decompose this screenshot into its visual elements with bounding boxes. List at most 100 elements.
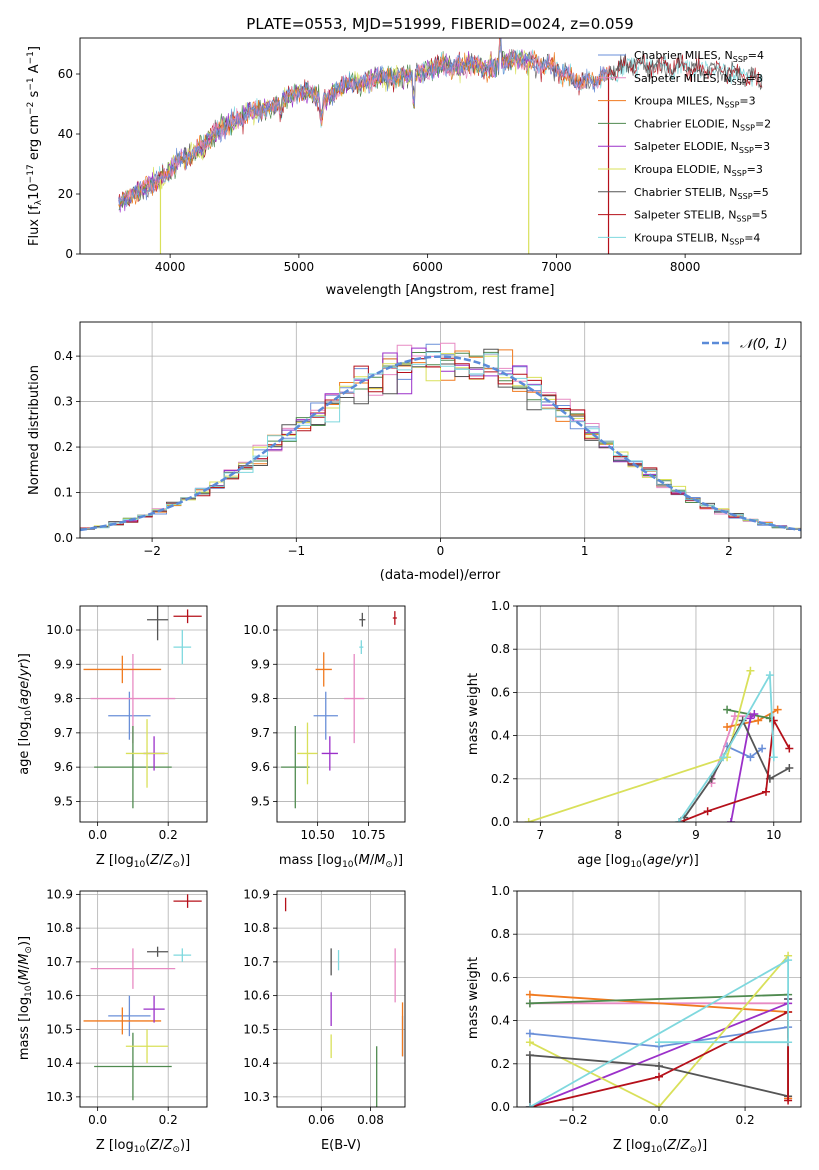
mass-weight-line <box>678 671 775 822</box>
x-tick-label: 8 <box>614 828 622 842</box>
legend-label: Salpeter MILES, NSSP=3 <box>634 72 763 87</box>
x-tick-label: 7 <box>537 828 545 842</box>
y-tick-label: 0.4 <box>54 349 73 363</box>
y-tick-label: 9.6 <box>54 760 73 774</box>
y-tick-label: 0.4 <box>491 729 510 743</box>
spectrum-panel: 4000 5000 6000 7000 8000 0 20 40 60 wavelength [… <box>26 37 802 298</box>
x-tick-label: −1 <box>287 544 305 558</box>
y-tick-label: 10.7 <box>46 955 73 969</box>
y-tick-label: 0.0 <box>491 815 510 829</box>
mass-weight-vs-Z-ylabel: mass weight <box>466 957 481 1039</box>
y-tick-label: 0 <box>65 247 73 261</box>
x-tick-label: −0.2 <box>558 1113 587 1127</box>
x-tick-label: 10.75 <box>351 828 385 842</box>
legend-label: Chabrier MILES, NSSP=4 <box>634 49 764 64</box>
y-tick-label: 0.6 <box>491 685 510 699</box>
mass-weight-vs-Z-panel: −0.2 0.0 0.2 0.0 0.2 0.4 0.6 0.8 1.0 Z [log10(Z/… <box>466 884 802 1155</box>
normal-curve <box>80 355 801 532</box>
spectrum-xlabel: wavelength [Angstrom, rest frame] <box>326 283 555 298</box>
x-tick-label: 10.50 <box>300 828 334 842</box>
x-tick-label: 6000 <box>412 260 443 274</box>
x-tick-label: 5000 <box>284 260 315 274</box>
mass-weight-marker <box>655 1103 663 1107</box>
y-tick-label: 60 <box>58 67 73 81</box>
y-tick-label: 0.6 <box>491 970 510 984</box>
y-tick-label: 9.8 <box>54 692 73 706</box>
mass-weight-marker <box>726 818 735 822</box>
mass-weight-marker <box>655 1038 663 1047</box>
y-tick-label: 1.0 <box>491 599 510 613</box>
x-tick-label: 0 <box>437 544 445 558</box>
mass-weight-line <box>529 993 789 1005</box>
x-tick-label: 0.2 <box>159 1113 178 1127</box>
mass-weight-marker <box>525 990 534 999</box>
age-vs-Z-xlabel: Z [log10(Z/Z⊙)] <box>96 853 190 870</box>
axes-frame <box>516 605 802 823</box>
mass-weight-vs-age-panel: 7 8 9 10 0.0 0.2 0.4 0.6 0.8 1.0 age [log10(age/y… <box>466 599 802 870</box>
x-tick-label: 0.0 <box>88 828 107 842</box>
age-vs-mass-panel: 10.50 10.75 9.5 9.6 9.7 9.8 9.9 10.0 mass [log1… <box>243 605 406 870</box>
mass-weight-marker <box>761 787 770 796</box>
mass-weight-line <box>529 958 789 1107</box>
residuals-panel: −2 −1 0 1 2 0.0 0.1 0.2 0.3 0.4 (data-model)/erro… <box>27 321 802 583</box>
y-tick-label: 10.4 <box>243 1056 270 1070</box>
x-tick-label: 10 <box>766 828 781 842</box>
legend-label: Salpeter STELIB, NSSP=5 <box>634 209 768 224</box>
legend-label: Salpeter ELODIE, NSSP=3 <box>634 140 770 155</box>
mass-vs-ebv-panel: 0.06 0.08 10.3 10.4 10.5 10.6 10.7 10.8 10.9 E(B… <box>243 887 406 1153</box>
y-tick-label: 0.2 <box>54 440 73 454</box>
mass-weight-marker <box>785 744 794 753</box>
y-tick-label: 40 <box>58 127 73 141</box>
figure-title: PLATE=0553, MJD=51999, FIBERID=0024, z=0… <box>246 15 633 33</box>
spectrum-line <box>118 38 608 207</box>
legend-label: Chabrier ELODIE, NSSP=2 <box>634 117 771 132</box>
y-tick-label: 0.2 <box>491 772 510 786</box>
spectrum-line <box>118 38 608 202</box>
y-tick-label: 10.6 <box>243 989 270 1003</box>
y-tick-label: 1.0 <box>491 884 510 898</box>
y-tick-label: 20 <box>58 187 73 201</box>
mass-weight-marker <box>723 722 732 731</box>
y-tick-label: 10.3 <box>46 1090 73 1104</box>
mass-weight-marker <box>703 807 712 816</box>
legend-label: Kroupa STELIB, NSSP=4 <box>634 231 760 246</box>
y-tick-label: 10.8 <box>243 921 270 935</box>
x-tick-label: 7000 <box>541 260 572 274</box>
mass-weight-marker <box>746 753 755 762</box>
mass-vs-ebv-xlabel: E(B-V) <box>321 1138 361 1153</box>
mass-weight-marker <box>524 818 533 822</box>
x-tick-label: 8000 <box>670 260 701 274</box>
y-tick-label: 10.7 <box>243 955 270 969</box>
residuals-ylabel: Normed distribution <box>27 365 42 495</box>
mass-weight-line <box>528 670 752 822</box>
spectrum-ylabel: Flux [fλ10−17 erg cm−2 s−1 A−1] <box>26 46 44 246</box>
axes-frame <box>79 890 208 1108</box>
y-tick-label: 10.6 <box>46 989 73 1003</box>
normal-legend-label: 𝒩(0, 1) <box>740 337 787 352</box>
residuals-xlabel: (data-model)/error <box>380 568 501 583</box>
y-tick-label: 9.7 <box>54 726 73 740</box>
axes-frame <box>79 37 802 255</box>
y-tick-label: 10.0 <box>243 623 270 637</box>
residuals-legend: 𝒩(0, 1) <box>702 337 787 352</box>
axes-frame <box>79 605 208 823</box>
mass-vs-Z-ylabel: mass [log10(M/M⊙)] <box>17 936 34 1060</box>
x-tick-label: 1 <box>581 544 589 558</box>
mass-weight-marker <box>784 1038 793 1047</box>
x-tick-label: 0.06 <box>308 1113 335 1127</box>
plot-area <box>83 606 202 809</box>
mass-weight-marker <box>773 705 782 714</box>
mass-weight-line <box>529 955 789 1107</box>
mass-weight-marker <box>750 710 759 718</box>
mass-weight-vs-Z-xlabel: Z [log10(Z/Z⊙)] <box>613 1138 707 1155</box>
axes-frame <box>276 890 406 1108</box>
x-tick-label: 0.0 <box>88 1113 107 1127</box>
mass-weight-marker <box>525 1051 534 1060</box>
plot-area <box>284 897 404 1107</box>
y-tick-label: 0.4 <box>491 1014 510 1028</box>
mass-weight-marker <box>674 818 683 822</box>
y-tick-label: 0.8 <box>491 642 510 656</box>
mass-weight-marker <box>746 714 755 723</box>
mass-weight-marker <box>525 1103 534 1107</box>
